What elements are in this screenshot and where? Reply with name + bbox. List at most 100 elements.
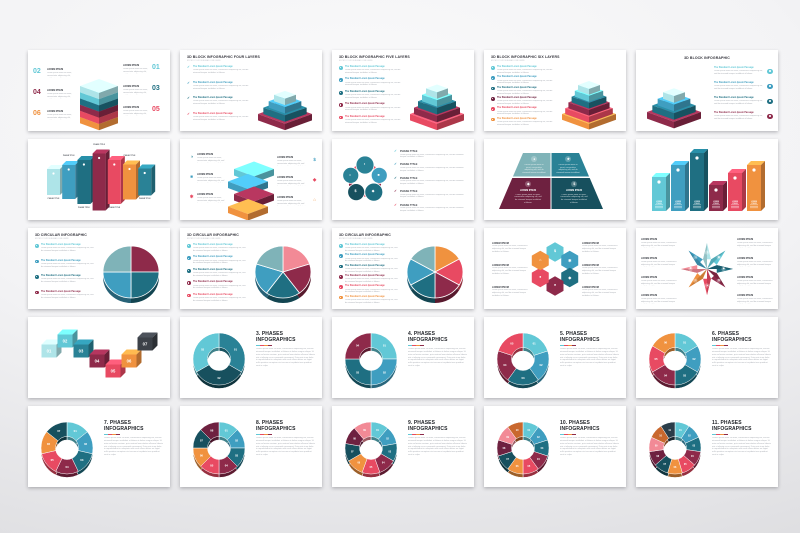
phase-number: 09 bbox=[363, 429, 366, 432]
chart-icon: ◑ bbox=[363, 162, 366, 167]
bullet-icon bbox=[339, 90, 343, 95]
phase-title-label: PHASE TITLE bbox=[108, 206, 121, 209]
slide-3d-circular-six[interactable]: 3D CIRCULAR INFOGRAPHIC ENTER YOUR SUBHEA… bbox=[332, 228, 474, 309]
item-label: LOREM IPSUM bbox=[197, 154, 214, 156]
slide-6-phases[interactable]: 01 02 03 04 05 06 6. PHASES INFOGRAPHICS Lorem … bbox=[636, 317, 778, 398]
bullet-dot bbox=[768, 100, 771, 103]
item-text: Lorem ipsum dolor sit amet, consectetur … bbox=[193, 69, 249, 75]
slide-3d-block-six-layers[interactable]: 3D BLOCK INFOGRAPHIC SIX LAYERS ENTER YOU… bbox=[484, 50, 626, 131]
slide-3d-circular-four[interactable]: 3D CIRCULAR INFOGRAPHIC ENTER YOUR SUBHEA… bbox=[28, 228, 170, 309]
bullet-dot bbox=[492, 98, 494, 100]
donut-text-block: 11. PHASES INFOGRAPHICS Lorem ipsum dolor… bbox=[712, 420, 771, 457]
slide-3d-block-four-layers[interactable]: 3D BLOCK INFOGRAPHIC FOUR LAYERS ENTER YO… bbox=[180, 50, 322, 131]
body-text: Lorem ipsum dolor sit amet, consectetur … bbox=[408, 347, 467, 368]
panel-label: LOREM IPSUM bbox=[565, 190, 583, 192]
slide-title: 3D BLOCK INFOGRAPHIC FOUR LAYERS bbox=[187, 55, 260, 59]
phase-number: 08 bbox=[503, 447, 506, 450]
bullet-dot bbox=[492, 67, 494, 69]
slide-trapezoid-four-panels[interactable]: ● Lorem ipsum dolor sit amet, consectetur… bbox=[484, 139, 626, 220]
check-icon: ✓ bbox=[187, 96, 190, 100]
slide-title: 8. PHASES INFOGRAPHICS bbox=[256, 420, 296, 432]
phase-number: 01 bbox=[528, 429, 531, 432]
cube-number: 07 bbox=[143, 342, 148, 347]
text-block-text: Lorem ipsum dolor sit amet, consectetur … bbox=[641, 261, 677, 267]
bar-label: LOREM IPSUM bbox=[731, 201, 739, 205]
bullet-icon bbox=[35, 275, 39, 279]
item-label: LOREM IPSUM bbox=[123, 107, 140, 109]
slide-3d-columns-seven-phases[interactable]: PHASE TITLE PHASE TITLE PHASE TITLE PHASE T… bbox=[28, 139, 170, 220]
phase-number: 06 bbox=[664, 341, 668, 345]
slide-3d-stack-with-icons[interactable]: ◑ LOREM IPSUM Lorem ipsum dolor sit amet, … bbox=[180, 139, 322, 220]
bullet-icon bbox=[767, 68, 773, 75]
lock-icon: ● bbox=[533, 157, 536, 161]
item-heading: The Standard Lorem Ipsum Passage bbox=[193, 112, 233, 115]
gear-icon: ✱ bbox=[717, 255, 721, 259]
slide-star-eight-petals[interactable]: i ✱ ◆ $ ● ⌂ ✱ ◑ LOREM IPSUM Lorem ipsum dolor sit… bbox=[636, 228, 778, 309]
item-heading: The Standard Lorem Ipsum Passage bbox=[345, 254, 385, 257]
phase-number: 01 bbox=[234, 348, 238, 352]
slide-3d-cubes-seven[interactable]: 01 02 03 04 05 06 07 bbox=[28, 317, 170, 398]
bullet-icon bbox=[187, 244, 191, 248]
item-heading: The Standard Lorem Ipsum Passage bbox=[41, 259, 81, 262]
accent-color-bar bbox=[712, 433, 728, 436]
slide-9-phases[interactable]: 01 02 03 04 05 06 07 08 09 9. PHASES INFOGRAPHICS… bbox=[332, 406, 474, 487]
slide-3d-block-five-layers[interactable]: 3D BLOCK INFOGRAPHIC FIVE LAYERS ENTER YO… bbox=[332, 50, 474, 131]
slide-3d-block-infographic[interactable]: 3D BLOCK INFOGRAPHIC The Standard Lorem I… bbox=[636, 50, 778, 131]
text-block-text: Lorem ipsum dolor sit amet, consectetur … bbox=[492, 267, 528, 275]
phase-number: 02 bbox=[33, 68, 41, 75]
slide-8-phases[interactable]: 01 02 03 04 05 06 07 08 8. PHASES INFOGRAPHICS Lo… bbox=[180, 406, 322, 487]
phase-number: 03 bbox=[235, 453, 239, 457]
bar-label: LOREM IPSUM bbox=[693, 201, 701, 205]
text-block-label: LOREM IPSUM bbox=[582, 286, 599, 289]
slide-7-phases[interactable]: 01 02 03 04 05 06 07 7. PHASES INFOGRAPHICS Lore… bbox=[28, 406, 170, 487]
slide-3d-block-six-layers-numbered[interactable]: 02 LOREM IPSUM Lorem ipsum dolor sit amet,… bbox=[28, 50, 170, 131]
slide-title: 3D BLOCK INFOGRAPHIC FIVE LAYERS bbox=[339, 55, 410, 59]
phase-number: 04 bbox=[664, 373, 668, 377]
item-text: Lorem ipsum dolor sit amet, consectetur … bbox=[41, 293, 94, 299]
phase-number: 02 bbox=[84, 442, 88, 446]
slide-hexagon-flower[interactable]: $ ✱ ◆ ● ● ⌂ LOREM IPSUM Lorem ipsum dolor sit a… bbox=[484, 228, 626, 309]
text-block-label: LOREM IPSUM bbox=[737, 239, 754, 241]
slide-10-phases[interactable]: 01 02 03 04 05 06 07 08 09 10 10. PHASES INFOGRAPH… bbox=[484, 406, 626, 487]
item-text: Lorem ipsum dolor sit amet, consectetur … bbox=[123, 68, 148, 74]
body-text: Lorem ipsum dolor sit amet, consectetur … bbox=[712, 436, 771, 457]
text-block-label: LOREM IPSUM bbox=[492, 286, 509, 289]
phase-number: 07 bbox=[351, 450, 354, 453]
slide-circle-ring-five-phases[interactable]: ◑ ■ ◆ $ ⌂ ✓ PHASE TITLE Lorem ipsum dolor sit a… bbox=[332, 139, 474, 220]
slide-3-phases[interactable]: 01 02 03 3. PHASES INFOGRAPHICS Lorem ipsum … bbox=[180, 317, 322, 398]
item-text: Lorem ipsum dolor sit amet, consectetur … bbox=[345, 81, 401, 87]
person-icon: ● bbox=[706, 283, 709, 287]
item-heading: The Standard Lorem Ipsum Passage bbox=[497, 97, 537, 99]
item-text: Lorem ipsum dolor sit amet, consectetur … bbox=[193, 272, 246, 277]
slide-11-phases[interactable]: 01 02 03 04 05 06 07 08 09 10 11 11. PHASES INFOGRA… bbox=[636, 406, 778, 487]
slide-title: 3D BLOCK INFOGRAPHIC SIX LAYERS bbox=[491, 55, 560, 59]
slide-subtitle: ENTER YOUR SUBHEAD LINE HERE bbox=[491, 60, 525, 63]
item-text: Lorem ipsum dolor sit amet, consectetur … bbox=[41, 278, 94, 284]
phase-number: 01 bbox=[683, 341, 687, 345]
tag-icon: ◆ bbox=[527, 182, 530, 186]
tag-icon: ◆ bbox=[371, 189, 375, 194]
slide-4-phases[interactable]: 01 02 03 04 4. PHASES INFOGRAPHICS Lorem ipsu… bbox=[332, 317, 474, 398]
gear-icon: ✱ bbox=[189, 194, 194, 199]
bullet-icon bbox=[339, 103, 343, 107]
bullet-dot bbox=[188, 294, 190, 297]
phase-title-label: PHASE TITLE bbox=[138, 198, 151, 200]
slide-subtitle: ENTER YOUR SUBHEAD LINE HERE bbox=[35, 238, 69, 241]
item-text: Lorem ipsum dolor sit amet, consectetur … bbox=[277, 160, 305, 166]
phase-number: 06 bbox=[516, 465, 519, 468]
bar-label: LOREM IPSUM bbox=[674, 201, 682, 205]
body-text: Lorem ipsum dolor sit amet, consectetur … bbox=[560, 436, 619, 457]
slide-5-phases[interactable]: 01 02 03 04 05 5. PHASES INFOGRAPHICS Lorem ip… bbox=[484, 317, 626, 398]
phase-number: 05 bbox=[528, 465, 531, 468]
slide-3d-circular-five[interactable]: 3D CIRCULAR INFOGRAPHIC ENTER YOUR SUBHEA… bbox=[180, 228, 322, 309]
item-text: Lorem ipsum dolor sit amet, consectetur … bbox=[345, 278, 398, 284]
item-text: Lorem ipsum dolor sit amet, consectetur … bbox=[41, 262, 94, 268]
panel-text: Lorem ipsum dolor sit amet, consectetur … bbox=[560, 193, 588, 203]
phase-number: 11 bbox=[668, 429, 671, 432]
item-heading: The Standard Lorem Ipsum Passage bbox=[345, 115, 385, 118]
donut-text-block: 3. PHASES INFOGRAPHICS Lorem ipsum dolor … bbox=[256, 331, 315, 368]
phase-number: 08 bbox=[656, 455, 659, 458]
slide-subtitle: ENTER YOUR SUBHEAD LINE HERE bbox=[339, 60, 373, 63]
slide-3d-bars-six[interactable]: LOREM IPSUM LOREM IPSUM LOREM IPSUM LOREM I… bbox=[636, 139, 778, 220]
bullet-dot bbox=[768, 115, 771, 118]
